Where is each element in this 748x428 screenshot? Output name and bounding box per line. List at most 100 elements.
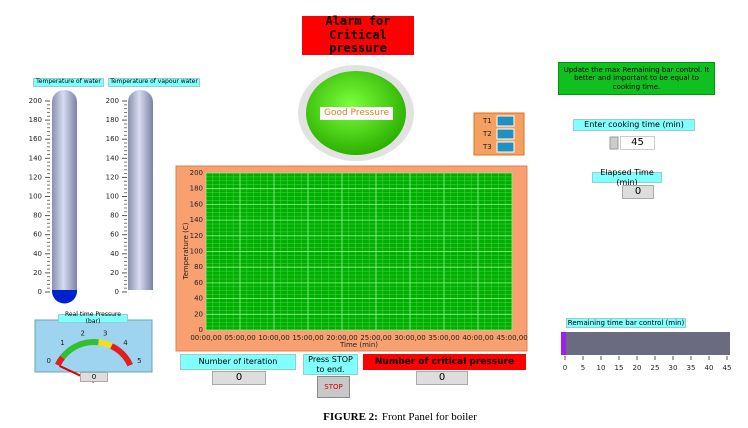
scale-label: 20 bbox=[110, 269, 119, 277]
scale-label: 60 bbox=[33, 231, 42, 239]
bar-scale-label: 25 bbox=[651, 364, 660, 372]
caption-text: Front Panel for boiler bbox=[381, 410, 477, 423]
gauge-label: 5 bbox=[137, 357, 141, 365]
scale-label: 100 bbox=[106, 193, 119, 201]
vapour-label: Temperature of vapour water bbox=[108, 78, 200, 87]
x-tick-label: 25:00,00 bbox=[360, 334, 391, 342]
bar-scale-label: 0 bbox=[563, 364, 567, 372]
gauge-band bbox=[110, 343, 133, 367]
legend-icon bbox=[496, 128, 515, 140]
vapour-thermometer bbox=[128, 90, 153, 303]
scale-label: 140 bbox=[29, 154, 42, 162]
caption: FIGURE 2: Front Panel for boiler bbox=[250, 410, 550, 424]
gauge-band bbox=[55, 355, 65, 367]
scale-label: 160 bbox=[29, 135, 42, 143]
water-thermometer bbox=[52, 90, 77, 303]
scale-label: 60 bbox=[110, 231, 119, 239]
scale-label: 140 bbox=[106, 154, 119, 162]
scale-label: 200 bbox=[29, 97, 42, 105]
bar-scale-label: 40 bbox=[705, 364, 714, 372]
legend-icon bbox=[496, 141, 515, 153]
spinner[interactable] bbox=[609, 136, 619, 150]
gauge-label: 1 bbox=[60, 339, 64, 347]
x-axis-label: Time (min) bbox=[339, 341, 378, 349]
y-axis-label: Temperature (C) bbox=[182, 222, 190, 280]
bar-scale-label: 5 bbox=[581, 364, 585, 372]
y-tick-label: 100 bbox=[190, 248, 203, 256]
gauge-label: Real time Pressure (bar) bbox=[58, 311, 128, 324]
gauge-face bbox=[34, 319, 153, 373]
bar-scale-label: 45 bbox=[723, 364, 732, 372]
y-tick-label: 120 bbox=[190, 232, 203, 240]
caption-figure: FIGURE 2: bbox=[323, 410, 378, 423]
gauge-label: 0 bbox=[46, 357, 50, 365]
scale-label: 0 bbox=[38, 288, 42, 296]
gauge-band bbox=[60, 339, 99, 360]
cooking-value[interactable]: 45 bbox=[620, 136, 655, 150]
remaining-label: Remaining time bar control (min) bbox=[566, 318, 686, 328]
x-tick-label: 00:00,00 bbox=[190, 334, 221, 342]
bar-scale-label: 35 bbox=[687, 364, 696, 372]
scale-label: 40 bbox=[33, 250, 42, 258]
gauge-label: 4 bbox=[123, 339, 128, 347]
gauge-label: 3 bbox=[103, 329, 107, 337]
elapsed-label: Elapsed Time (min) bbox=[592, 168, 662, 187]
x-tick-label: 20:00,00 bbox=[326, 334, 357, 342]
y-tick-label: 180 bbox=[190, 185, 203, 193]
y-tick-label: 20 bbox=[194, 310, 203, 318]
iteration-value: 0 bbox=[212, 371, 266, 385]
scale-label: 200 bbox=[106, 97, 119, 105]
alarm-line: pressure bbox=[329, 41, 387, 56]
alarm-box: Alarm for Critical pressure bbox=[302, 13, 414, 56]
vapour-level bbox=[128, 290, 153, 304]
x-tick-label: 35:00,00 bbox=[428, 334, 459, 342]
note: Update the max Remaining bar control. It… bbox=[558, 62, 715, 95]
stop-button[interactable]: STOP bbox=[317, 376, 350, 398]
remaining-fill bbox=[561, 332, 566, 355]
cooking-label: Enter cooking time (min) bbox=[573, 119, 695, 131]
y-tick-label: 40 bbox=[194, 295, 203, 303]
gauge-label: 2 bbox=[81, 329, 85, 337]
elapsed-value: 0 bbox=[622, 185, 654, 199]
water-level bbox=[52, 290, 77, 304]
remaining-bar bbox=[561, 332, 730, 355]
iteration-label: Number of iteration bbox=[180, 354, 296, 370]
indicator-label: Good Pressure bbox=[320, 107, 393, 120]
bar-scale-label: 30 bbox=[669, 364, 678, 372]
scale-label: 20 bbox=[33, 269, 42, 277]
y-tick-label: 0 bbox=[199, 326, 203, 334]
legend-label: T3 bbox=[482, 143, 492, 151]
x-tick-label: 10:00,00 bbox=[258, 334, 289, 342]
scale-label: 160 bbox=[106, 135, 119, 143]
scale-label: 40 bbox=[110, 250, 119, 258]
gauge-band bbox=[98, 339, 113, 349]
legend-label: T1 bbox=[482, 117, 492, 125]
alarm-line: Alarm for Critical bbox=[325, 13, 391, 42]
critical-value: 0 bbox=[416, 371, 468, 385]
scale-label: 180 bbox=[29, 116, 42, 124]
x-tick-label: 45:00,00 bbox=[496, 334, 527, 342]
bar-scale-label: 10 bbox=[597, 364, 606, 372]
scale-label: 80 bbox=[33, 212, 42, 220]
x-tick-label: 05:00,00 bbox=[224, 334, 255, 342]
bar-scale-label: 15 bbox=[615, 364, 624, 372]
scale-label: 80 bbox=[110, 212, 119, 220]
scale-label: 100 bbox=[29, 193, 42, 201]
scale-label: 0 bbox=[115, 288, 119, 296]
legend-label: T2 bbox=[482, 130, 492, 138]
scale-label: 180 bbox=[106, 116, 119, 124]
scale-label: 120 bbox=[29, 173, 42, 181]
y-tick-label: 140 bbox=[190, 216, 203, 224]
bar-scale-label: 20 bbox=[633, 364, 642, 372]
scale-label: 120 bbox=[106, 173, 119, 181]
x-tick-label: 30:00,00 bbox=[394, 334, 425, 342]
y-tick-label: 80 bbox=[194, 263, 203, 271]
critical-label: Number of critical pressure bbox=[363, 354, 526, 370]
y-tick-label: 60 bbox=[194, 279, 203, 287]
y-tick-label: 160 bbox=[190, 200, 203, 208]
x-tick-label: 40:00,00 bbox=[462, 334, 493, 342]
legend-icon bbox=[496, 115, 515, 127]
y-tick-label: 200 bbox=[190, 169, 203, 177]
